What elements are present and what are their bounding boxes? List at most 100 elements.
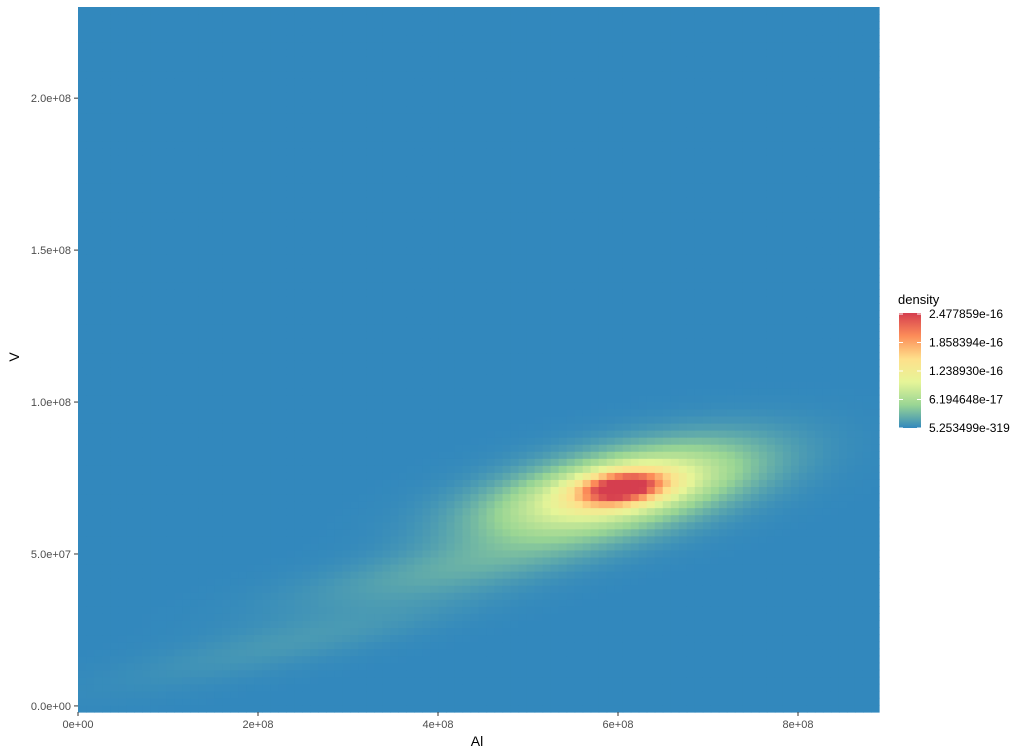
density-tile — [630, 422, 640, 431]
density-tile — [126, 542, 135, 551]
density-tile — [462, 606, 472, 614]
density-tile — [462, 578, 472, 586]
density-tile — [838, 655, 848, 664]
density-tile — [742, 444, 752, 452]
density-tile — [454, 359, 464, 368]
density-tile — [222, 465, 231, 473]
density-tile — [502, 563, 512, 572]
density-tile — [542, 662, 552, 671]
density-tile — [414, 401, 424, 410]
density-tile — [86, 521, 95, 530]
density-tile — [462, 683, 472, 692]
density-tile — [86, 683, 95, 692]
density-tile — [670, 465, 680, 473]
density-tile — [774, 627, 784, 636]
density-tile — [382, 458, 391, 466]
density-tile — [86, 620, 95, 628]
density-tile — [238, 359, 247, 368]
density-tile — [78, 387, 87, 396]
density-tile — [326, 563, 335, 572]
density-tile — [134, 535, 143, 544]
density-tile — [118, 373, 127, 382]
density-tile — [590, 422, 600, 431]
density-tile — [862, 606, 872, 614]
density-tile — [134, 366, 143, 375]
density-tile — [654, 556, 664, 565]
density-tile — [366, 592, 375, 600]
density-tile — [870, 486, 880, 495]
density-tile — [574, 394, 584, 403]
density-tile — [534, 521, 544, 530]
density-tile — [406, 599, 416, 607]
density-tile — [262, 662, 271, 671]
density-tile — [254, 500, 263, 509]
density-tile — [350, 599, 359, 607]
density-tile — [598, 507, 608, 516]
density-tile — [390, 451, 399, 459]
density-tile — [446, 401, 456, 410]
density-tile — [478, 493, 488, 502]
density-tile — [374, 507, 383, 516]
density-tile — [238, 493, 247, 502]
density-tile — [470, 641, 480, 650]
density-tile — [262, 535, 271, 544]
density-tile — [166, 648, 175, 657]
density-tile — [726, 408, 736, 417]
density-tile — [814, 401, 824, 410]
density-tile — [406, 408, 416, 417]
density-tile — [310, 627, 319, 636]
density-tile — [662, 528, 672, 537]
density-tile — [334, 613, 343, 621]
density-tile — [678, 458, 688, 466]
density-tile — [790, 634, 800, 643]
density-tile — [774, 514, 784, 523]
density-tile — [102, 408, 111, 417]
density-tile — [342, 486, 351, 495]
density-tile — [494, 394, 504, 403]
density-tile — [846, 401, 856, 410]
density-tile — [766, 599, 776, 607]
density-tile — [622, 451, 632, 459]
density-tile — [102, 655, 111, 664]
density-tile — [526, 444, 536, 452]
density-tile — [814, 486, 824, 495]
density-tile — [454, 465, 464, 473]
density-tile — [262, 366, 271, 375]
density-tile — [366, 620, 375, 628]
density-tile — [582, 599, 592, 607]
density-tile — [550, 690, 560, 699]
density-tile — [166, 528, 175, 537]
density-tile — [542, 669, 552, 678]
density-tile — [366, 535, 375, 544]
density-tile — [662, 648, 672, 657]
density-tile — [470, 472, 480, 480]
density-tile — [246, 676, 255, 685]
density-tile — [118, 535, 127, 544]
density-tile — [870, 387, 880, 396]
density-tile — [398, 500, 408, 509]
density-tile — [518, 486, 528, 495]
density-tile — [606, 401, 616, 410]
density-tile — [542, 578, 552, 586]
density-tile — [254, 401, 263, 410]
density-tile — [102, 500, 111, 509]
density-tile — [150, 641, 159, 650]
density-tile — [654, 676, 664, 685]
density-tile — [350, 507, 359, 516]
density-tile — [670, 507, 680, 516]
density-tile — [678, 486, 688, 495]
density-tile — [710, 373, 720, 382]
density-tile — [398, 648, 408, 657]
density-tile — [590, 549, 600, 558]
density-tile — [406, 458, 416, 466]
density-tile — [222, 507, 231, 516]
density-tile — [438, 458, 448, 466]
density-tile — [294, 401, 303, 410]
density-tile — [862, 613, 872, 621]
density-tile — [262, 514, 271, 523]
density-tile — [222, 373, 231, 382]
density-tile — [382, 528, 391, 537]
density-tile — [150, 528, 159, 537]
density-tile — [646, 627, 656, 636]
density-tile — [726, 592, 736, 600]
